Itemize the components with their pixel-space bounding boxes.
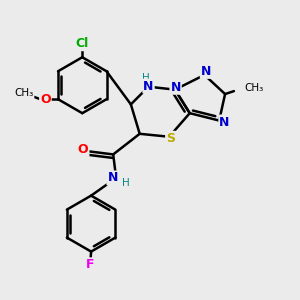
Text: O: O [78, 143, 88, 157]
Text: N: N [219, 116, 230, 128]
Text: N: N [201, 65, 211, 78]
Text: H: H [122, 178, 129, 188]
Text: Cl: Cl [76, 37, 89, 50]
Text: N: N [107, 172, 118, 184]
Text: F: F [86, 258, 95, 271]
Text: S: S [166, 132, 175, 145]
Text: N: N [170, 81, 181, 94]
Text: H: H [142, 74, 150, 83]
Text: N: N [143, 80, 154, 93]
Text: CH₃: CH₃ [244, 83, 263, 93]
Text: CH₃: CH₃ [14, 88, 34, 98]
Text: O: O [40, 93, 51, 106]
